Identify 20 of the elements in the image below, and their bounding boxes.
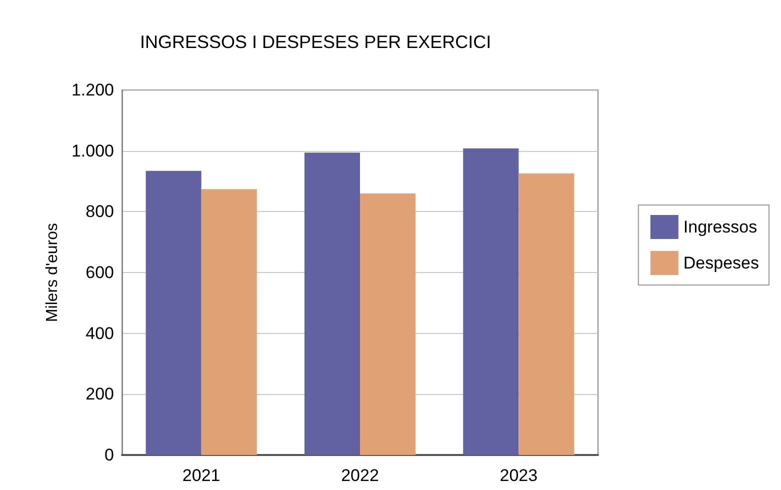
y-tick-label: 800 (86, 202, 114, 222)
bar (201, 189, 257, 455)
chart-title: INGRESSOS I DESPESES PER EXERCICI (140, 32, 492, 52)
bar (146, 170, 202, 455)
y-tick-label: 0 (104, 446, 114, 464)
bar (518, 173, 574, 455)
legend-label: Ingressos (683, 218, 758, 236)
x-tick-label: 2021 (182, 466, 220, 485)
y-tick-label: 1.200 (71, 80, 114, 100)
bar (463, 148, 519, 455)
y-tick-label: 600 (86, 263, 114, 282)
x-tick-label: 2022 (341, 466, 379, 485)
bar (360, 193, 416, 455)
bar (304, 152, 360, 455)
legend-label: Despeses (683, 254, 760, 272)
y-tick-label: 400 (86, 324, 114, 343)
y-axis-title: Milers d'euros (44, 222, 62, 322)
y-tick-label: 200 (86, 384, 114, 404)
x-tick-label: 2023 (500, 466, 538, 485)
y-tick-label: 1.000 (71, 141, 114, 160)
